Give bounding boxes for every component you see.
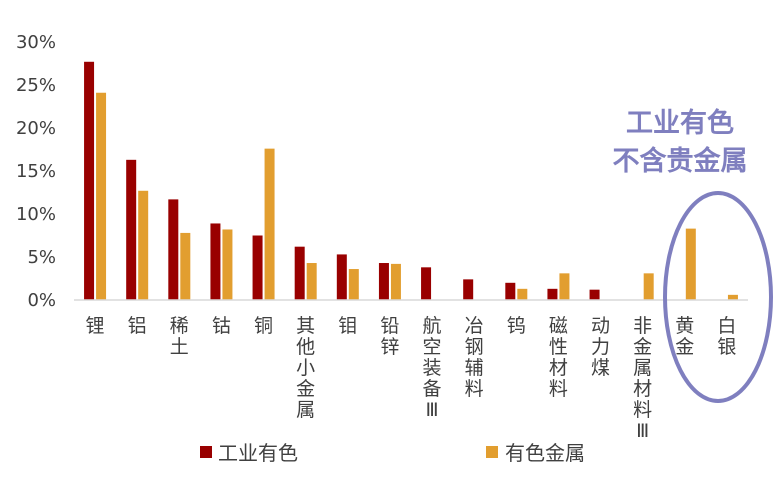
annotation: 工业有色 不含贵金属 [613, 107, 773, 403]
category-label: 其他小金属 [296, 315, 315, 421]
bar-series-1 [547, 288, 558, 300]
y-tick-label: 15% [16, 161, 56, 182]
bar-series-1 [252, 235, 263, 300]
bar-series-1 [210, 223, 221, 300]
legend-label-series-2: 有色金属 [505, 441, 585, 465]
bar-series-1 [294, 246, 305, 300]
category-label: 钼 [338, 315, 357, 337]
bars [84, 61, 738, 301]
legend-swatch-series-2 [486, 446, 498, 458]
highlight-ellipse [663, 191, 773, 403]
category-label: 锂 [86, 315, 105, 337]
bar-series-1 [421, 267, 432, 300]
legend-label-series-1: 工业有色 [218, 441, 298, 465]
bar-series-2 [517, 288, 528, 300]
bar-series-2 [348, 269, 359, 300]
category-label: 冶钢辅料 [465, 315, 484, 400]
category-label: 白银 [717, 315, 736, 358]
bar-series-1 [84, 61, 95, 300]
category-label: 铜 [254, 315, 273, 337]
category-label: 钴 [212, 315, 231, 337]
bar-series-1 [336, 254, 347, 300]
category-label: 动力煤 [591, 315, 610, 379]
category-label: 非金属材料 Ⅲ [633, 315, 652, 442]
category-labels: 锂 铝 稀土 钴 铜 其他小金属 钼 铅锌 航空装备 Ⅲ 冶钢辅料 钨 磁性材料 动力煤 非金属材料 Ⅲ 黄金白… [86, 315, 737, 442]
bar-series-1 [168, 199, 179, 300]
y-axis-ticks: 0% 5% 10% 15% 20% 25% 30% [16, 32, 56, 311]
category-label: 稀土 [170, 315, 189, 358]
bar-series-2 [643, 273, 654, 300]
bar-series-1 [378, 263, 389, 300]
bar-series-2 [222, 229, 233, 300]
legend-swatch-series-1 [200, 446, 212, 458]
bar-series-2 [264, 148, 275, 300]
bar-series-2 [180, 232, 191, 300]
y-tick-label: 25% [16, 75, 56, 96]
annotation-line-1: 工业有色 [626, 107, 734, 139]
y-tick-label: 5% [27, 247, 56, 268]
bar-series-2 [727, 294, 738, 300]
bar-series-1 [463, 279, 474, 300]
y-tick-label: 30% [16, 32, 56, 53]
category-label: 钨 [507, 315, 526, 337]
bar-series-1 [589, 289, 600, 300]
category-label: 黄金 [675, 315, 694, 358]
bar-series-1 [505, 282, 516, 300]
category-label: 航空装备 Ⅲ [423, 315, 442, 421]
bar-series-2 [685, 228, 696, 300]
category-label: 磁性材料 [549, 315, 568, 400]
bar-series-2 [559, 273, 570, 300]
bar-series-2 [96, 92, 107, 301]
bar-series-2 [390, 263, 401, 300]
annotation-line-2: 不含贵金属 [613, 145, 748, 177]
category-label: 铝 [128, 315, 147, 337]
bar-series-1 [126, 159, 137, 300]
bar-series-2 [306, 263, 317, 300]
y-tick-label: 0% [27, 290, 56, 311]
y-tick-label: 20% [16, 118, 56, 139]
category-label: 铅锌 [380, 315, 399, 358]
bar-series-2 [138, 190, 149, 300]
y-tick-label: 10% [16, 204, 56, 225]
legend: 工业有色 有色金属 [200, 441, 585, 465]
